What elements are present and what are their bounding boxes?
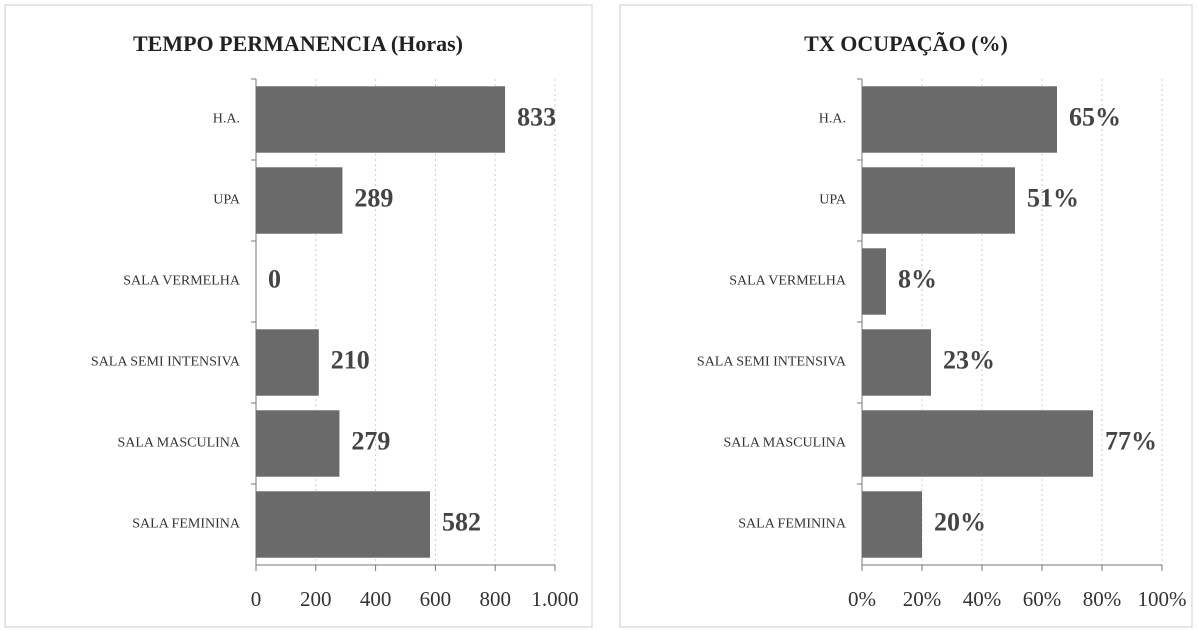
chart-title: TX OCUPAÇÃO (%)	[804, 31, 1008, 56]
y-tick-label: H.A.	[819, 112, 846, 127]
bar	[862, 86, 1057, 153]
bar	[256, 86, 506, 153]
x-tick-label: 800	[479, 587, 511, 611]
y-tick-label: SALA SEMI INTENSIVA	[91, 355, 241, 370]
x-tick-label: 60%	[1023, 587, 1062, 611]
y-tick-label: SALA VERMELHA	[729, 274, 847, 289]
y-tick-label: SALA MASCULINA	[117, 436, 240, 451]
data-label: 51%	[1027, 183, 1079, 212]
x-tick-label: 40%	[963, 587, 1002, 611]
chart-title: TEMPO PERMANENCIA (Horas)	[133, 31, 463, 56]
bar	[256, 329, 319, 396]
data-label: 65%	[1069, 102, 1121, 131]
y-tick-label: UPA	[213, 193, 241, 208]
data-label: 0	[268, 264, 281, 293]
data-label: 8%	[898, 264, 937, 293]
x-tick-label: 100%	[1138, 587, 1187, 611]
y-tick-label: SALA MASCULINA	[723, 436, 846, 451]
panel-border	[4, 4, 593, 628]
x-tick-label: 20%	[903, 587, 942, 611]
y-tick-label: UPA	[819, 193, 847, 208]
data-label: 279	[351, 426, 390, 455]
bar	[862, 491, 922, 558]
data-label: 289	[354, 183, 393, 212]
y-tick-label: H.A.	[213, 112, 240, 127]
x-tick-label: 0	[251, 587, 262, 611]
bar	[256, 410, 340, 477]
data-label: 833	[517, 102, 556, 131]
x-tick-label: 400	[360, 587, 392, 611]
data-label: 582	[442, 507, 481, 536]
x-tick-label: 80%	[1083, 587, 1122, 611]
bar	[256, 167, 343, 234]
bar	[862, 248, 886, 315]
data-label: 77%	[1105, 426, 1157, 455]
data-label: 20%	[934, 507, 986, 536]
panel-border	[619, 4, 1193, 628]
y-tick-label: SALA VERMELHA	[123, 274, 241, 289]
data-label: 23%	[943, 345, 995, 374]
y-tick-label: SALA FEMININA	[738, 517, 847, 532]
x-tick-label: 1.000	[531, 587, 578, 611]
x-tick-label: 0%	[848, 587, 876, 611]
y-tick-label: SALA SEMI INTENSIVA	[697, 355, 847, 370]
x-tick-label: 200	[300, 587, 332, 611]
x-tick-label: 600	[420, 587, 452, 611]
bar	[862, 410, 1093, 477]
bar	[862, 167, 1015, 234]
data-label: 210	[331, 345, 370, 374]
y-tick-label: SALA FEMININA	[132, 517, 241, 532]
bar	[862, 329, 931, 396]
bar	[256, 491, 431, 558]
